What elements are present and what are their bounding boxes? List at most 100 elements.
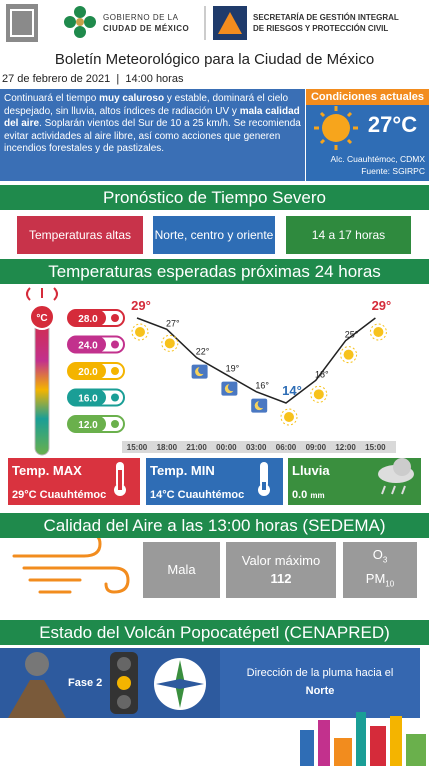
thermo-icon — [114, 462, 126, 496]
current-temp: 27°C — [367, 112, 418, 137]
temperature-label: 27° — [166, 318, 180, 328]
weather-icon — [191, 364, 208, 379]
sun-rays — [340, 346, 358, 364]
scale-label: 28.0 — [78, 314, 98, 325]
air-max: Valor máximo 112 — [226, 542, 336, 598]
sun — [343, 349, 354, 360]
scale-pill-fill — [68, 389, 106, 406]
max-value: 112 — [270, 571, 292, 586]
time-label: 21:00 — [186, 443, 207, 452]
severe-item: Norte, centro y oriente — [154, 227, 274, 242]
skyline — [300, 712, 426, 766]
scale-dot — [111, 314, 119, 322]
weather-icon — [161, 334, 179, 352]
time-label: 15:00 — [127, 443, 148, 452]
severe-title: Pronóstico de Tiempo Severo — [0, 185, 429, 210]
ash-cloud — [25, 652, 49, 676]
conditions-panel — [306, 105, 429, 181]
summary-segment: . Soplarán vientos del Sur de 10 a 25 km… — [4, 118, 301, 154]
severe-item: Temperaturas altas — [28, 227, 132, 242]
thermometer-unit: °C — [36, 313, 47, 324]
volcano-icon — [8, 680, 66, 718]
temperature-label: 29° — [131, 298, 151, 313]
summary-segment: Continuará el tiempo — [4, 93, 100, 104]
temperature-label: 25° — [345, 330, 359, 340]
compass — [154, 658, 206, 710]
weather-icon — [131, 323, 149, 341]
volcano-title: Estado del Volcán Popocatépetl (CENAPRED… — [0, 620, 429, 645]
conditions-title: Condiciones actuales — [310, 91, 425, 103]
weather-icon — [340, 346, 358, 364]
unit: mm — [310, 491, 325, 500]
temperature-label: 16° — [255, 381, 269, 391]
card-value: 14°C Cuauhtémoc — [150, 489, 244, 501]
conditions-meta: Alc. Cuauhtémoc, CDMX Fuente: SGIRPC — [306, 153, 429, 177]
moon-cut — [257, 400, 266, 409]
temperature-label: 19° — [226, 364, 240, 374]
light — [117, 657, 131, 671]
sun — [284, 412, 294, 422]
temperature-label: 22° — [196, 347, 210, 357]
scale-pill-fill — [68, 336, 106, 353]
scale-label: 12.0 — [78, 420, 98, 431]
time-label: 06:00 — [276, 443, 297, 452]
forecast-title: Temperaturas esperadas próximas 24 horas — [0, 259, 429, 284]
card-title: Temp. MIN — [150, 463, 215, 478]
summary: Continuará el tiempo muy caluroso y esta… — [0, 89, 305, 181]
value: 29°C — [12, 489, 37, 501]
temperature-label: 29° — [372, 298, 392, 313]
sun-rays — [131, 323, 149, 341]
plume-direction: Norte — [305, 685, 335, 697]
severe-box — [286, 216, 411, 254]
pollutant-base: O — [372, 547, 383, 563]
max-label: Valor máximo — [241, 553, 321, 568]
weather-icon — [280, 408, 298, 426]
severe-box — [153, 216, 275, 254]
phase: Fase 2 — [68, 677, 103, 689]
quality: Mala — [167, 562, 196, 577]
air-quality: Mala — [143, 542, 220, 598]
pollutant: O3 — [373, 546, 388, 570]
plume-panel — [220, 648, 420, 718]
sun — [164, 338, 175, 349]
scale-dot — [111, 367, 119, 375]
secretariat-name: SECRETARÍA DE GESTIÓN INTEGRAL DE RIESGOS… — [253, 12, 399, 34]
gov-logo — [64, 6, 96, 38]
moon-cut — [198, 366, 207, 375]
gov-line: GOBIERNO DE LA — [103, 13, 179, 22]
sun-rays — [310, 385, 328, 403]
date: 27 de febrero de 2021 — [2, 73, 111, 85]
sun — [373, 327, 384, 337]
plume-text: Dirección de la pluma hacia el — [246, 667, 394, 679]
sun-rays — [161, 334, 179, 352]
place: Cuauhtémoc — [39, 489, 107, 501]
card-value: 29°C Cuauhtémoc — [12, 489, 106, 501]
time-label: 09:00 — [306, 443, 327, 452]
pollutants: O3 PM10 — [343, 542, 417, 598]
weather-icon — [310, 385, 328, 403]
weather-icon — [251, 398, 268, 413]
pollutant-sub: 3 — [382, 556, 388, 565]
temperature-line — [136, 317, 376, 404]
scale-pill-fill — [68, 416, 106, 432]
time: 14:00 horas — [125, 73, 184, 85]
pc-logo-triangle — [218, 12, 242, 34]
scale-label: 24.0 — [78, 341, 98, 352]
time-label: 18:00 — [157, 443, 178, 452]
summary-segment: mala calidad del aire — [4, 105, 300, 130]
sun-rays — [280, 408, 298, 426]
conditions-header — [306, 89, 429, 105]
scale-label: 16.0 — [78, 394, 98, 405]
sec-line: SECRETARÍA DE GESTIÓN INTEGRAL — [253, 13, 399, 22]
thermometer-bulb — [29, 304, 55, 330]
scale-dot — [111, 340, 119, 349]
scale-pill-fill — [68, 363, 106, 379]
pollutant-base: PM — [365, 571, 386, 586]
time-axis — [122, 441, 396, 453]
sun-icon — [314, 106, 358, 150]
air-title: Calidad del Aire a las 13:00 horas (SEDE… — [0, 513, 429, 538]
pollutant: PM10 — [366, 570, 394, 594]
weather-icon — [221, 381, 238, 396]
